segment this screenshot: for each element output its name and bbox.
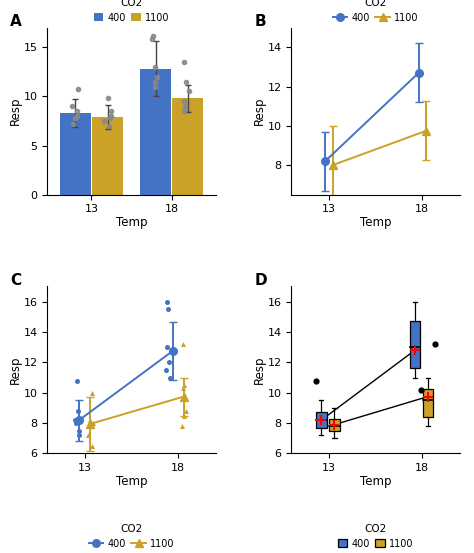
Point — [73, 107, 80, 116]
Point — [182, 406, 190, 415]
Point — [72, 113, 79, 122]
Point — [107, 112, 114, 121]
Point — [105, 122, 113, 131]
Point — [106, 113, 114, 122]
Point — [73, 419, 80, 427]
Point — [186, 87, 193, 96]
Bar — [316, 412, 327, 427]
Point — [312, 376, 319, 385]
Point — [182, 102, 189, 111]
Point — [74, 406, 82, 415]
Bar — [410, 321, 420, 368]
Bar — [329, 419, 339, 431]
Text: D: D — [255, 273, 267, 288]
Bar — [423, 389, 433, 417]
Bar — [140, 69, 171, 195]
Point — [107, 107, 115, 116]
Bar — [92, 117, 123, 195]
Y-axis label: Resp: Resp — [253, 97, 266, 126]
Point — [100, 117, 108, 126]
Legend: 400, 1100: 400, 1100 — [331, 0, 420, 24]
Point — [84, 431, 91, 440]
Point — [148, 35, 155, 44]
Text: C: C — [10, 273, 21, 288]
Point — [163, 366, 170, 374]
X-axis label: Temp: Temp — [360, 216, 392, 229]
X-axis label: Temp: Temp — [360, 474, 392, 488]
Point — [75, 426, 83, 435]
Point — [152, 82, 159, 91]
Point — [180, 107, 188, 116]
Point — [166, 358, 173, 367]
Point — [180, 384, 187, 393]
Point — [154, 72, 161, 81]
Legend: 400, 1100: 400, 1100 — [336, 522, 416, 551]
Point — [149, 31, 157, 40]
Point — [88, 441, 96, 450]
Point — [68, 102, 75, 111]
Point — [88, 422, 96, 431]
Point — [179, 340, 187, 348]
Point — [179, 422, 186, 431]
Y-axis label: Resp: Resp — [253, 356, 266, 384]
Point — [74, 84, 82, 93]
Point — [432, 340, 439, 348]
Y-axis label: Resp: Resp — [9, 356, 22, 384]
Point — [86, 416, 93, 425]
Y-axis label: Resp: Resp — [9, 97, 22, 126]
Point — [181, 380, 188, 389]
Point — [164, 297, 171, 306]
Point — [182, 77, 190, 86]
Bar — [173, 98, 203, 195]
Legend: 400, 1100: 400, 1100 — [87, 522, 176, 551]
Point — [104, 94, 112, 103]
X-axis label: Temp: Temp — [116, 216, 147, 229]
Point — [152, 62, 159, 71]
Point — [89, 388, 96, 397]
Point — [75, 431, 83, 440]
Bar — [60, 113, 91, 195]
Point — [71, 416, 79, 425]
Point — [151, 77, 159, 86]
Point — [163, 343, 170, 352]
Point — [164, 305, 172, 314]
Point — [73, 112, 81, 121]
Text: A: A — [10, 14, 22, 29]
Point — [166, 373, 173, 382]
Point — [180, 97, 188, 106]
Point — [73, 376, 81, 385]
X-axis label: Temp: Temp — [116, 474, 147, 488]
Text: B: B — [255, 14, 266, 29]
Point — [89, 419, 97, 427]
Point — [70, 119, 77, 128]
Point — [180, 58, 188, 66]
Point — [418, 385, 425, 394]
Point — [181, 411, 188, 420]
Legend: 400, 1100: 400, 1100 — [91, 0, 172, 24]
